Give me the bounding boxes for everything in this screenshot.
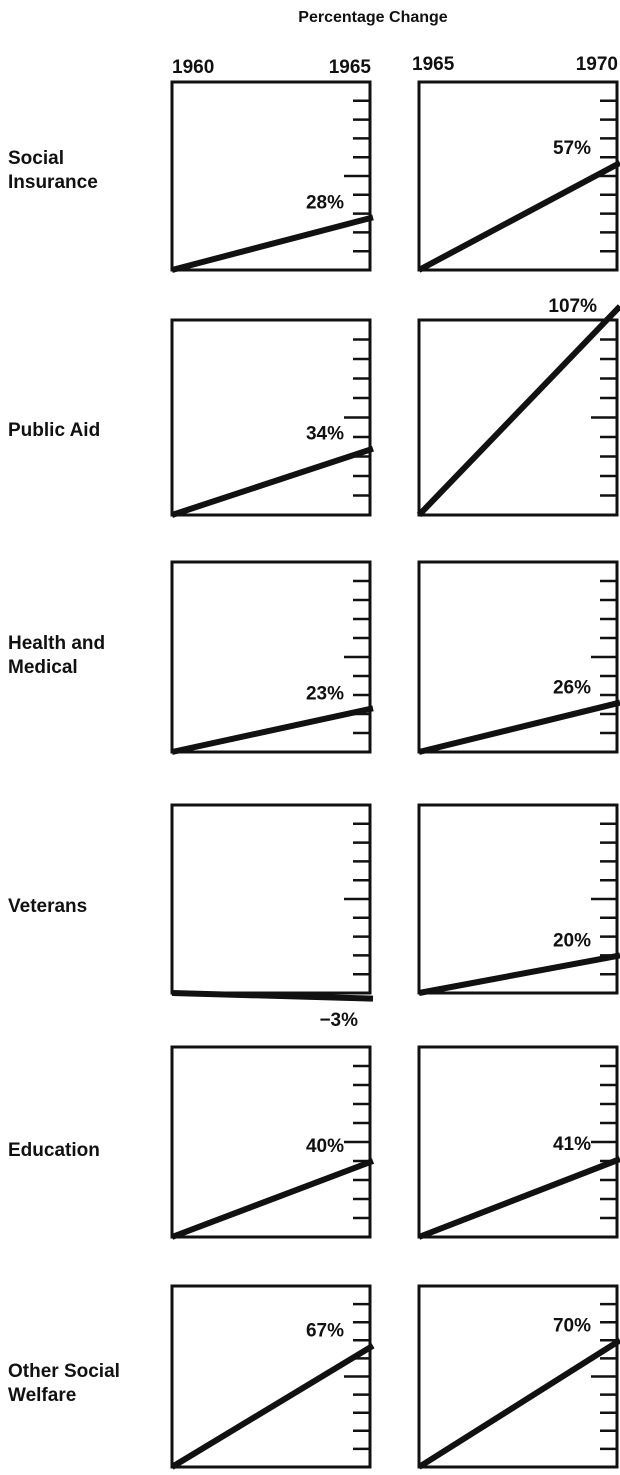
- chart-panel: 28%: [170, 80, 374, 273]
- change-value-label: 28%: [306, 192, 344, 213]
- change-value-label: 26%: [553, 678, 591, 699]
- panel-frame: [170, 803, 372, 995]
- category-row: Veterans −3% 20%: [8, 803, 620, 1031]
- change-line: [171, 445, 374, 518]
- change-value-label: 107%: [548, 296, 597, 317]
- period-1-start-label: 1960: [172, 57, 214, 78]
- change-line: [416, 304, 620, 518]
- change-line: [418, 952, 620, 996]
- category-row: Health and Medical 23% 26%: [8, 560, 620, 755]
- change-line: [170, 1343, 375, 1470]
- change-line: [418, 699, 620, 755]
- chart-panel: 67%: [170, 1284, 375, 1470]
- panel-frame: [417, 560, 619, 754]
- change-line: [171, 990, 374, 1002]
- chart-panel: 34%: [170, 318, 374, 518]
- chart-panel: 57%: [417, 80, 620, 273]
- year-labels: 1960 1965 1965 1970: [172, 54, 618, 78]
- panel-frame: [170, 560, 372, 754]
- change-line: [417, 1156, 620, 1240]
- category-label: Social: [8, 148, 64, 169]
- change-value-label: 67%: [306, 1321, 344, 1342]
- change-value-label: 23%: [306, 683, 344, 704]
- category-label: Health and: [8, 633, 105, 654]
- chart-panel: 23%: [170, 560, 374, 755]
- change-value-label: −3%: [319, 1010, 358, 1031]
- chart-panel: 41%: [417, 1045, 620, 1240]
- period-2-start-label: 1965: [412, 54, 455, 75]
- change-line: [171, 705, 374, 755]
- change-value-label: 70%: [553, 1315, 591, 1336]
- change-value-label: 41%: [553, 1134, 591, 1155]
- category-label: Public Aid: [8, 420, 100, 441]
- panel-frame: [170, 1284, 372, 1469]
- panel-frame: [170, 318, 372, 517]
- category-row: Education 40% 41%: [8, 1045, 620, 1240]
- chart-panel: 40%: [170, 1045, 375, 1240]
- period-1-end-label: 1965: [329, 57, 372, 78]
- category-label: Education: [8, 1140, 100, 1161]
- change-value-label: 34%: [306, 424, 344, 445]
- chart-panel: 107%: [416, 296, 620, 518]
- category-label: Veterans: [8, 896, 87, 917]
- change-value-label: 57%: [553, 138, 591, 159]
- panel-frame: [417, 1284, 619, 1469]
- chart-panel: 20%: [417, 803, 620, 996]
- category-label: Medical: [8, 657, 78, 678]
- change-value-label: 40%: [306, 1136, 344, 1157]
- chart-title: Percentage Change: [298, 9, 447, 26]
- change-line: [417, 160, 620, 273]
- category-label: Other Social: [8, 1361, 120, 1382]
- category-row: Social Insurance 28% 57%: [8, 80, 620, 273]
- category-row: Public Aid 34% 107%: [8, 296, 620, 518]
- chart-panel: 26%: [417, 560, 620, 755]
- period-2-end-label: 1970: [576, 54, 618, 75]
- change-line: [170, 1158, 375, 1240]
- change-line: [417, 1337, 620, 1470]
- category-label: Insurance: [8, 172, 98, 193]
- panel-frame: [417, 80, 619, 272]
- chart-panel: 70%: [417, 1284, 620, 1470]
- change-line: [171, 214, 374, 273]
- category-row: Other Social Welfare 67% 70%: [8, 1284, 620, 1470]
- change-value-label: 20%: [553, 930, 591, 951]
- panel-frame: [417, 803, 619, 995]
- chart-panel: −3%: [170, 803, 374, 1031]
- category-label: Welfare: [8, 1385, 76, 1406]
